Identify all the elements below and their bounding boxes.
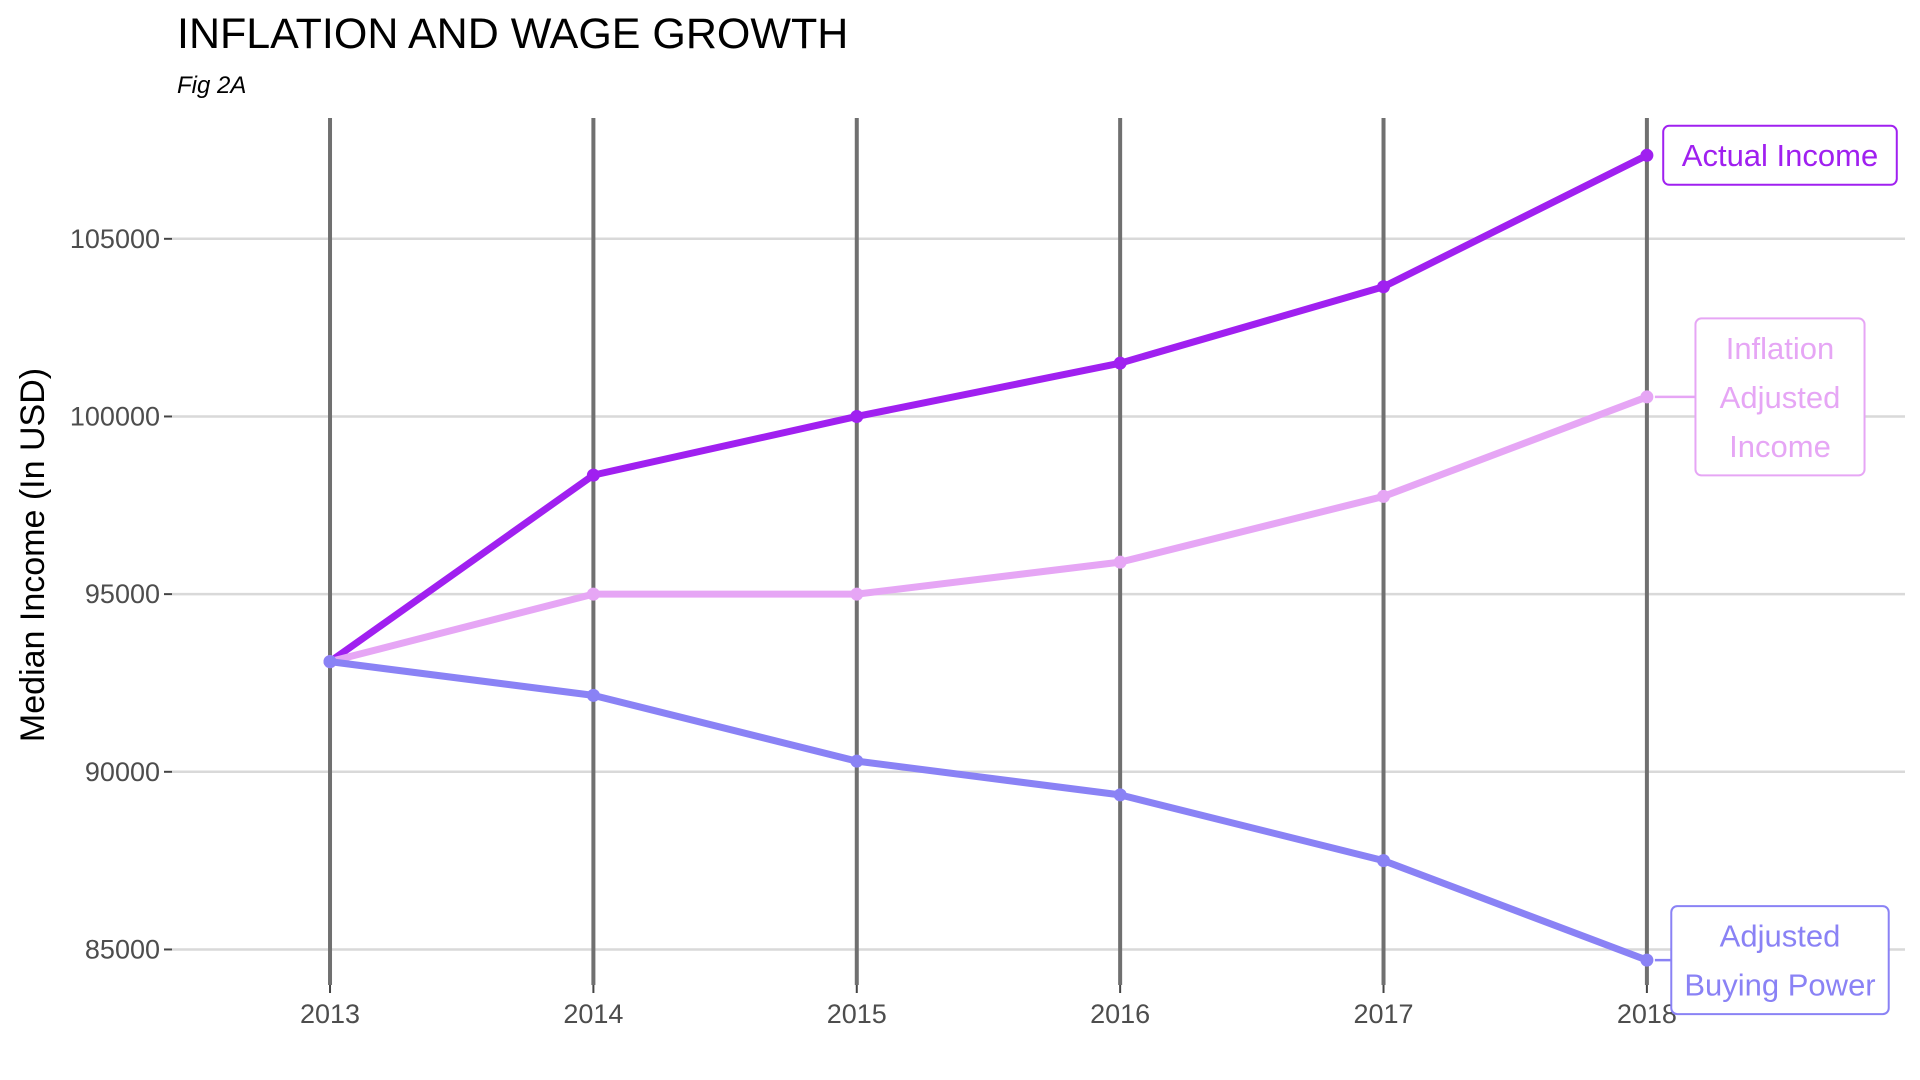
data-point — [1640, 148, 1654, 162]
x-tick-label: 2013 — [300, 999, 360, 1029]
data-point — [1113, 356, 1127, 370]
y-tick-label: 90000 — [85, 757, 160, 787]
y-tick-label: 105000 — [70, 224, 160, 254]
series-label: Adjusted Buying Power — [1670, 905, 1890, 1016]
series-label-text: Actual Income — [1682, 138, 1878, 173]
data-point — [1377, 280, 1391, 294]
chart-title: INFLATION AND WAGE GROWTH — [177, 10, 849, 58]
series-label: Actual Income — [1662, 124, 1898, 186]
data-point — [850, 409, 864, 423]
data-point — [1640, 390, 1654, 404]
series-label-text: Income — [1729, 429, 1831, 464]
data-point — [586, 688, 600, 702]
series-label: Inflation Adjusted Income — [1694, 317, 1866, 477]
series-line — [326, 658, 1651, 964]
series-label-text: Buying Power — [1684, 967, 1875, 1002]
data-point — [1113, 788, 1127, 802]
data-point — [1113, 555, 1127, 569]
data-point — [1377, 854, 1391, 868]
y-tick-label: 95000 — [85, 579, 160, 609]
series-layer — [323, 148, 1654, 967]
data-point — [850, 754, 864, 768]
x-tick-label: 2017 — [1353, 999, 1413, 1029]
x-tick-label: 2016 — [1090, 999, 1150, 1029]
data-point — [1377, 489, 1391, 503]
x-tick-label: 2014 — [563, 999, 623, 1029]
data-point — [586, 468, 600, 482]
series-line — [326, 393, 1651, 666]
grid-layer — [172, 118, 1905, 985]
series-line — [326, 151, 1651, 666]
label-layer: Actual Income Inflation Adjusted Income Adju… — [1654, 124, 1898, 1016]
series-label-box — [1670, 905, 1890, 1016]
data-point — [586, 587, 600, 601]
x-tick-label: 2015 — [827, 999, 887, 1029]
series-label-box — [1694, 317, 1866, 477]
data-point — [323, 655, 337, 669]
series-label-text: Adjusted — [1720, 380, 1841, 415]
series-label-box — [1662, 124, 1898, 186]
data-point — [1640, 953, 1654, 967]
axis-layer: 85000 90000 95000 100000 105000 2013 2014 2015 2… — [70, 224, 1677, 1029]
series-label-text: Inflation — [1726, 331, 1835, 366]
series-label-text: Adjusted — [1720, 918, 1841, 953]
chart-subtitle: Fig 2A — [177, 72, 247, 99]
y-tick-label: 100000 — [70, 401, 160, 431]
x-tick-label: 2018 — [1617, 999, 1677, 1029]
data-point — [850, 587, 864, 601]
y-axis-title: Median Income (In USD) — [14, 368, 52, 742]
y-tick-label: 85000 — [85, 934, 160, 964]
